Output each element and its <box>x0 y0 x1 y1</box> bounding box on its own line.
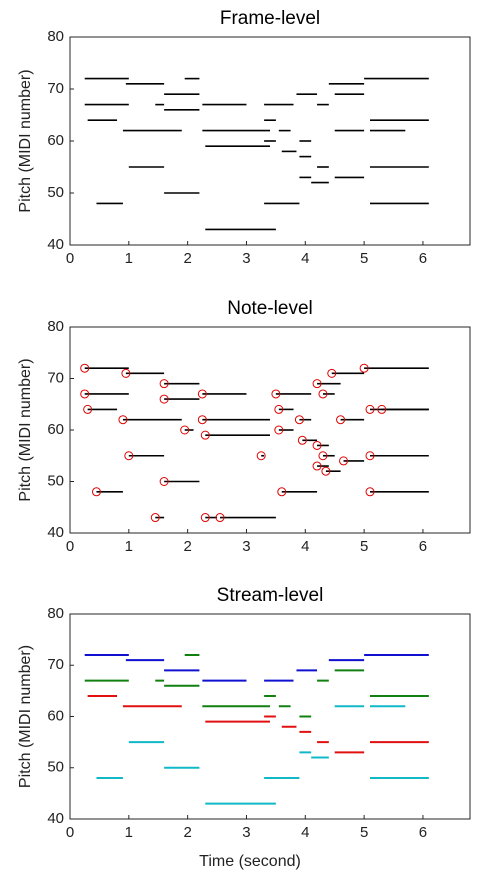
plot-frame <box>69 326 471 534</box>
onset-marker <box>327 368 337 378</box>
y-tick-label: 80 <box>47 28 64 45</box>
chart-title: Note-level <box>227 298 313 319</box>
onset-marker <box>359 363 369 373</box>
x-tick-label: 2 <box>183 250 191 267</box>
onset-marker <box>180 425 190 435</box>
y-axis-label: Pitch (MIDI number) <box>17 358 34 501</box>
onset-marker <box>312 440 322 450</box>
chart-title: Frame-level <box>220 8 320 29</box>
x-tick-label: 6 <box>419 824 427 841</box>
x-tick-label: 5 <box>360 250 368 267</box>
x-tick-label: 3 <box>242 824 250 841</box>
onset-marker <box>318 451 328 461</box>
onset-marker <box>91 487 101 497</box>
onset-marker <box>215 513 225 523</box>
y-tick-label: 60 <box>47 707 64 724</box>
x-tick-label: 0 <box>66 538 74 555</box>
onset-marker <box>200 513 210 523</box>
onset-marker <box>365 404 375 414</box>
onset-marker <box>150 513 160 523</box>
x-tick-label: 6 <box>419 538 427 555</box>
onset-marker <box>197 415 207 425</box>
x-tick-label: 0 <box>66 250 74 267</box>
x-tick-label: 4 <box>301 824 309 841</box>
onset-marker <box>365 487 375 497</box>
chart-title: Stream-level <box>217 585 324 606</box>
onset-marker <box>80 389 90 399</box>
x-tick-label: 3 <box>242 538 250 555</box>
y-tick-label: 40 <box>47 524 64 541</box>
y-tick-label: 40 <box>47 810 64 827</box>
onset-marker <box>121 368 131 378</box>
onset-marker <box>294 415 304 425</box>
onset-marker <box>200 430 210 440</box>
y-tick-label: 50 <box>47 472 64 489</box>
onset-marker <box>159 477 169 486</box>
y-tick-label: 70 <box>47 80 64 97</box>
x-tick-label: 2 <box>183 538 191 555</box>
x-tick-label: 4 <box>301 250 309 267</box>
onset-marker <box>339 456 349 466</box>
onset-marker <box>83 404 93 414</box>
onset-marker <box>312 379 322 389</box>
y-axis-label: Pitch (MIDI number) <box>17 69 34 212</box>
onset-marker <box>118 415 128 425</box>
onset-marker <box>297 435 307 445</box>
onset-marker <box>377 404 387 414</box>
onset-marker <box>336 415 346 425</box>
onset-marker <box>274 425 284 435</box>
y-tick-label: 80 <box>47 605 64 622</box>
y-tick-label: 80 <box>47 318 64 335</box>
x-tick-label: 3 <box>242 250 250 267</box>
x-tick-label: 5 <box>360 538 368 555</box>
y-tick-label: 60 <box>47 132 64 149</box>
x-tick-label: 1 <box>125 824 133 841</box>
x-tick-label: 1 <box>125 538 133 555</box>
x-tick-label: 5 <box>360 824 368 841</box>
onset-marker <box>124 451 134 461</box>
onset-marker <box>312 461 322 471</box>
onset-marker <box>318 389 328 399</box>
onset-marker <box>274 404 284 414</box>
y-axis-label: Pitch (MIDI number) <box>17 645 34 788</box>
onset-marker <box>271 389 281 399</box>
onset-marker <box>256 451 266 461</box>
y-tick-label: 50 <box>47 759 64 776</box>
x-axis-label: Time (second) <box>199 853 301 870</box>
y-tick-label: 60 <box>47 421 64 438</box>
onset-marker <box>159 394 169 404</box>
onset-marker <box>197 389 207 399</box>
onset-marker <box>321 466 331 476</box>
x-tick-label: 4 <box>301 538 309 555</box>
onset-marker <box>80 363 90 373</box>
onset-marker <box>277 487 287 497</box>
y-tick-label: 50 <box>47 184 64 201</box>
onset-marker <box>159 379 169 389</box>
y-tick-label: 70 <box>47 656 64 673</box>
y-tick-label: 70 <box>47 369 64 386</box>
x-tick-label: 1 <box>125 250 133 267</box>
x-tick-label: 2 <box>183 824 191 841</box>
y-tick-label: 40 <box>47 236 64 253</box>
x-tick-label: 0 <box>66 824 74 841</box>
onset-marker <box>365 451 375 461</box>
x-tick-label: 6 <box>419 250 427 267</box>
